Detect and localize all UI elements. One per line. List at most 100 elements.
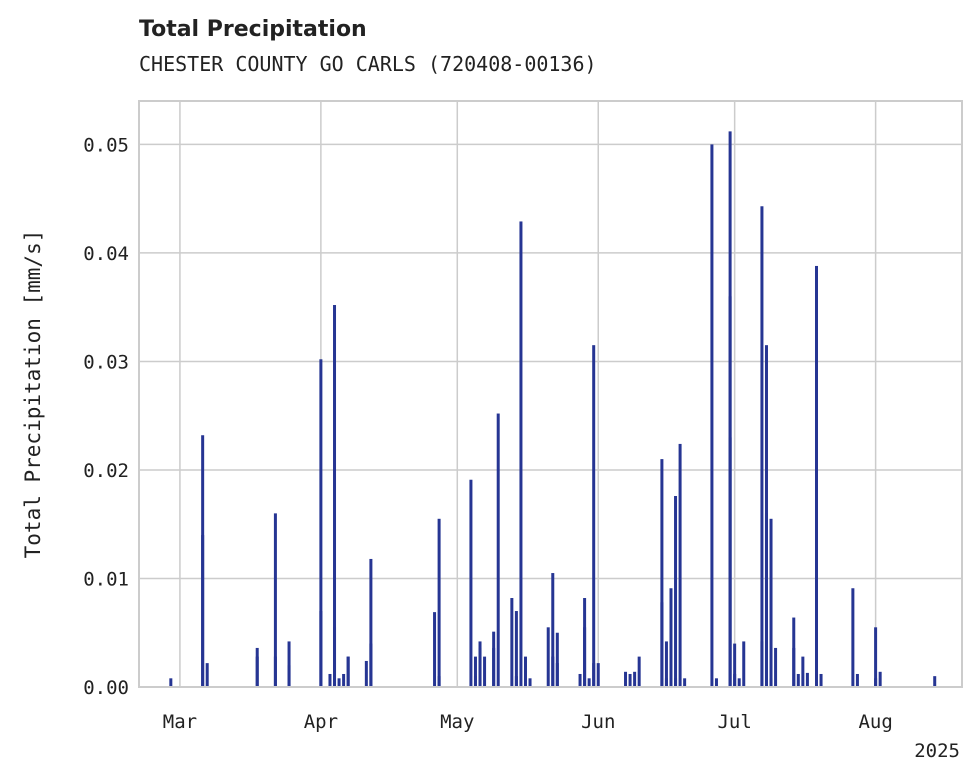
precip-bar [624, 671, 628, 687]
precip-bar [596, 663, 600, 687]
precip-bar [555, 632, 559, 687]
precip-bar [760, 206, 764, 687]
y-tick-label: 0.02 [83, 460, 129, 482]
y-tick-label: 0.05 [83, 134, 129, 156]
precip-bar [728, 296, 732, 687]
chart-subtitle: CHESTER COUNTY GO CARLS (720408-00136) [139, 52, 597, 76]
precip-bar [587, 678, 591, 687]
precip-bar [496, 413, 500, 687]
precip-bar [764, 513, 768, 687]
precip-bar [592, 663, 596, 687]
precip-bar [369, 558, 373, 687]
precip-bar [528, 678, 532, 687]
precip-bar [592, 345, 596, 687]
precip-bar [669, 678, 673, 687]
precip-bar [855, 673, 859, 687]
precip-bar [878, 671, 882, 687]
precip-bar [801, 656, 805, 687]
precip-bar [287, 641, 291, 687]
precip-bar [733, 643, 737, 687]
precip-bar [742, 641, 746, 687]
precip-bar [710, 144, 714, 687]
precip-bar [819, 673, 823, 687]
precip-bar [523, 656, 527, 687]
precip-bar [369, 643, 373, 687]
precip-bar [364, 660, 368, 687]
precip-bar [683, 678, 687, 687]
y-tick-label: 0.00 [83, 677, 129, 699]
precip-bar [737, 678, 741, 687]
chart-title: Total Precipitation [139, 17, 367, 42]
precip-bar [333, 627, 337, 687]
precip-bar [319, 611, 323, 687]
precip-bar [437, 676, 441, 687]
precip-bar [674, 678, 678, 687]
precip-bar [201, 535, 205, 687]
precip-bar [714, 678, 718, 687]
precip-bar [769, 518, 773, 687]
precip-bar [814, 265, 818, 687]
precip-bar [792, 617, 796, 687]
x-tick-label: Apr [304, 711, 338, 733]
precip-bar [437, 518, 441, 687]
precip-bar [583, 627, 587, 687]
precip-bar [514, 611, 518, 687]
x-tick-label: Mar [163, 711, 197, 733]
precip-bar [551, 573, 555, 687]
precip-bar [628, 673, 632, 687]
precip-bar [760, 641, 764, 687]
precip-bar [255, 656, 259, 687]
precip-bar [273, 656, 277, 687]
precip-bar [478, 647, 482, 687]
precip-bar [933, 676, 937, 687]
precip-bar [669, 588, 673, 687]
precip-bar [578, 673, 582, 687]
y-tick-label: 0.04 [83, 243, 129, 265]
precip-bar [492, 631, 496, 687]
precip-bar [674, 496, 678, 687]
precip-bar [483, 656, 487, 687]
precip-bar [796, 673, 800, 687]
x-tick-label: Aug [858, 711, 892, 733]
precip-bar [342, 673, 346, 687]
bars-group [169, 131, 937, 687]
precip-bar [664, 641, 668, 687]
precip-bar [637, 656, 641, 687]
x-tick-label: Jun [581, 711, 615, 733]
precip-bar [473, 676, 477, 687]
precip-bar [851, 588, 855, 687]
x-tick-label: May [440, 711, 474, 733]
precip-bar [546, 627, 550, 687]
precip-bar [874, 678, 878, 687]
x-axis-ticks: Mar Apr May Jun Jul Aug [163, 711, 893, 733]
precip-bar [678, 443, 682, 687]
precip-bar [346, 656, 350, 687]
precip-bar [874, 627, 878, 687]
precip-bar [519, 221, 523, 687]
precip-bar [555, 663, 559, 687]
precip-bar [733, 673, 737, 687]
precip-bar [328, 673, 332, 687]
precip-bar [337, 678, 341, 687]
precip-bar [433, 612, 437, 687]
precip-bar [551, 656, 555, 687]
y-axis-label: Total Precipitation [mm/s] [21, 230, 45, 559]
precip-bar [805, 672, 809, 687]
precip-bar [169, 678, 173, 687]
precip-bar [514, 676, 518, 687]
precip-bar [660, 459, 664, 687]
y-axis-ticks: 0.00 0.01 0.02 0.03 0.04 0.05 [83, 134, 129, 699]
precip-bar [774, 647, 778, 687]
precip-bar [205, 663, 209, 687]
precip-bar [273, 513, 277, 687]
y-tick-label: 0.01 [83, 568, 129, 590]
precip-bar [319, 359, 323, 687]
x-tick-label: Jul [717, 711, 751, 733]
year-label: 2025 [914, 740, 960, 762]
grid-lines [139, 101, 962, 688]
plot-frame [138, 100, 963, 688]
precip-bar [633, 671, 637, 687]
precip-bar [473, 656, 477, 687]
precip-bar [660, 602, 664, 687]
